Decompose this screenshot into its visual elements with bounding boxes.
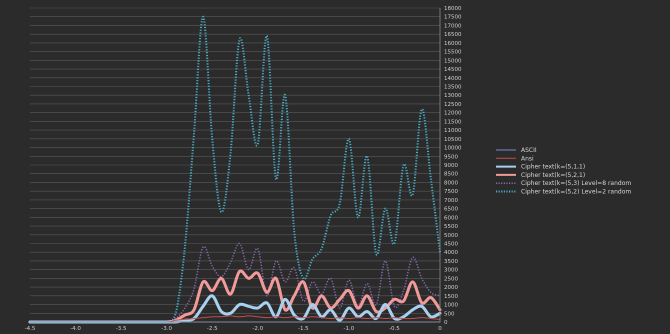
y-tick-label: 8500: [444, 172, 458, 178]
y-tick-label: 14500: [444, 67, 462, 73]
x-tick-label: -1.5: [298, 326, 309, 332]
y-tick-label: 16500: [444, 32, 462, 38]
x-tick-label: -4.0: [70, 326, 81, 332]
x-tick-label: -2.0: [252, 326, 263, 332]
y-tick-label: 18000: [444, 6, 462, 12]
y-tick-label: 13500: [444, 85, 462, 91]
y-tick-label: 11500: [444, 119, 462, 125]
y-tick-label: 9500: [444, 154, 458, 160]
x-tick-label: -1.0: [344, 326, 355, 332]
y-tick-label: 3500: [444, 259, 458, 265]
axes: 0 500 1000 1500 2000 2500 3000 3500 4000 4500 5000…: [25, 6, 462, 332]
y-tick-label: 10000: [444, 146, 462, 152]
x-tick-label: -2.5: [207, 326, 218, 332]
y-tick-label: 7500: [444, 189, 458, 195]
x-tick-label: 0: [438, 326, 442, 332]
y-tick-label: 4500: [444, 242, 458, 248]
series-line-4: [30, 242, 441, 323]
y-tick-label: 500: [444, 311, 455, 317]
legend-label-4: Cipher text(k=(5,3) Level=8 random: [521, 180, 631, 187]
y-tick-label: 12000: [444, 111, 462, 117]
y-tick-label: 17500: [444, 15, 462, 21]
y-tick-label: 6000: [444, 215, 458, 221]
y-tick-label: 12500: [444, 102, 462, 108]
y-tick-label: 9000: [444, 163, 458, 169]
y-tick-label: 5000: [444, 233, 458, 239]
legend-label-3: Cipher text(k=(5,2,1): [521, 172, 585, 179]
legend-label-2: Cipher text(k=(5,1,1): [521, 164, 585, 171]
legend-label-0: ASCII: [521, 147, 537, 154]
x-tick-label: -3.5: [116, 326, 127, 332]
y-tick-label: 15500: [444, 50, 462, 56]
series-line-5: [30, 15, 441, 323]
x-tick-label: -3.0: [161, 326, 172, 332]
y-tick-label: 6500: [444, 207, 458, 213]
x-tick-label: -0.5: [389, 326, 400, 332]
y-tick-label: 1000: [444, 303, 458, 309]
y-tick-label: 5500: [444, 224, 458, 230]
gridlines: [30, 7, 440, 323]
legend-label-5: Cipher text(k=(5,2) Level=2 random: [521, 189, 631, 196]
legend-label-1: Ansi: [521, 155, 534, 162]
y-tick-label: 0: [444, 320, 448, 326]
y-tick-label: 2500: [444, 276, 458, 282]
y-tick-label: 10500: [444, 137, 462, 143]
y-tick-label: 7000: [444, 198, 458, 204]
y-tick-label: 13000: [444, 93, 462, 99]
y-tick-label: 8000: [444, 180, 458, 186]
y-tick-label: 1500: [444, 294, 458, 300]
y-tick-label: 16000: [444, 41, 462, 47]
y-tick-label: 15000: [444, 58, 462, 64]
y-tick-label: 11000: [444, 128, 462, 134]
y-tick-label: 4000: [444, 250, 458, 256]
x-tick-label: -4.5: [25, 326, 36, 332]
y-tick-label: 2000: [444, 285, 458, 291]
y-tick-label: 17000: [444, 23, 462, 29]
y-tick-label: 14000: [444, 76, 462, 82]
y-tick-label: 3000: [444, 268, 458, 274]
